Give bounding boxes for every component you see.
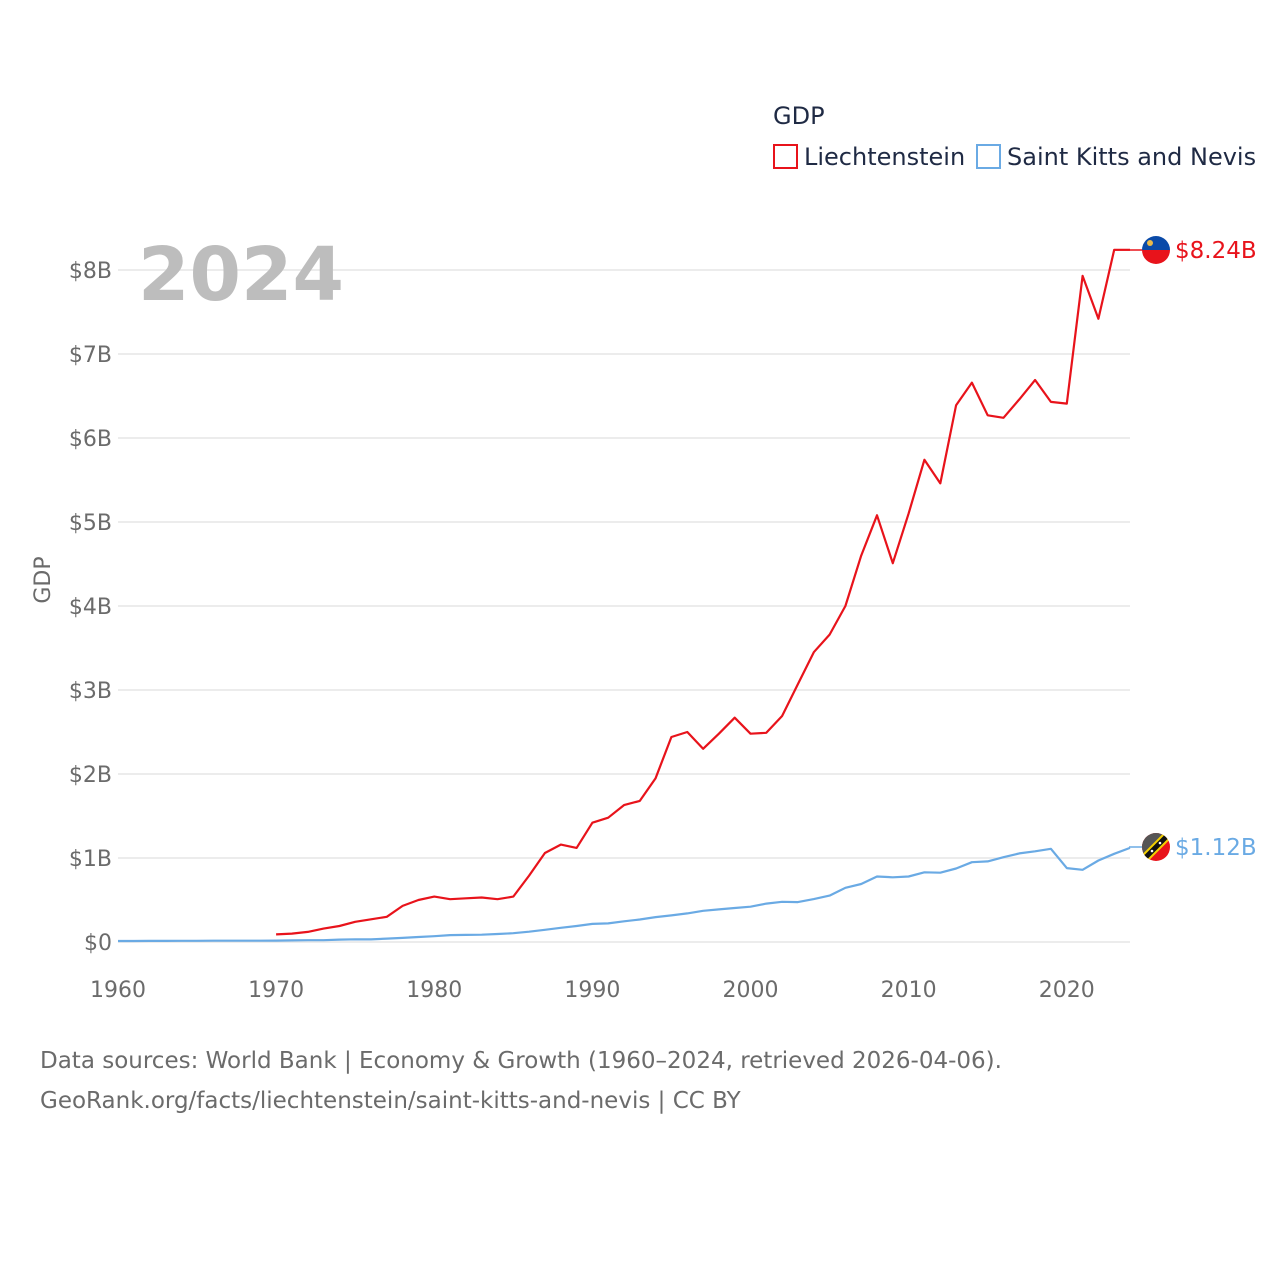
liechtenstein-flag-icon (1142, 236, 1170, 264)
series-line-saint-kitts[interactable] (118, 846, 1131, 943)
x-tick-label: 1960 (90, 978, 146, 1003)
y-tick-label: $8B (69, 259, 112, 284)
end-value-saint-kitts: $1.12B (1175, 835, 1257, 861)
y-tick-label: $7B (69, 343, 112, 368)
saint-kitts-flag-icon (1142, 833, 1170, 861)
y-axis-label: GDP (31, 556, 56, 603)
y-axis-ticks: $0 $1B $2B $3B $4B $5B $6B $7B $8B (69, 259, 112, 956)
source-line-2[interactable]: GeoRank.org/facts/liechtenstein/saint-ki… (40, 1088, 742, 1114)
y-tick-label: $5B (69, 511, 112, 536)
legend: GDP Liechtenstein Saint Kitts and Nevis (773, 102, 1256, 171)
y-tick-label: $6B (69, 427, 112, 452)
y-tick-label: $3B (69, 679, 112, 704)
legend-item-liechtenstein[interactable]: Liechtenstein (804, 143, 965, 171)
y-tick-label: $1B (69, 847, 112, 872)
legend-swatch-saint-kitts[interactable] (976, 144, 1001, 169)
grid-lines (118, 269, 1130, 943)
y-tick-label: $2B (69, 763, 112, 788)
x-tick-label: 2010 (881, 978, 937, 1003)
source-line-1: Data sources: World Bank | Economy & Gro… (40, 1048, 1002, 1074)
legend-item-saint-kitts[interactable]: Saint Kitts and Nevis (1007, 143, 1256, 171)
end-value-liechtenstein: $8.24B (1175, 238, 1257, 264)
year-label: 2024 (138, 232, 344, 318)
x-tick-label: 2020 (1039, 978, 1095, 1003)
x-tick-label: 1970 (248, 978, 304, 1003)
end-marker-liechtenstein: $8.24B (1115, 236, 1257, 264)
x-tick-label: 2000 (723, 978, 779, 1003)
series-line-liechtenstein[interactable] (276, 248, 1130, 936)
series-lines (118, 248, 1131, 943)
x-tick-label: 1990 (564, 978, 620, 1003)
x-axis-ticks: 1960 1970 1980 1990 2000 2010 2020 (90, 978, 1095, 1003)
end-marker-saint-kitts: $1.12B (1129, 833, 1257, 861)
x-tick-label: 1980 (406, 978, 462, 1003)
legend-swatch-liechtenstein[interactable] (773, 144, 798, 169)
y-tick-label: $4B (69, 595, 112, 620)
legend-title: GDP (773, 102, 825, 130)
y-tick-label: $0 (84, 931, 112, 956)
